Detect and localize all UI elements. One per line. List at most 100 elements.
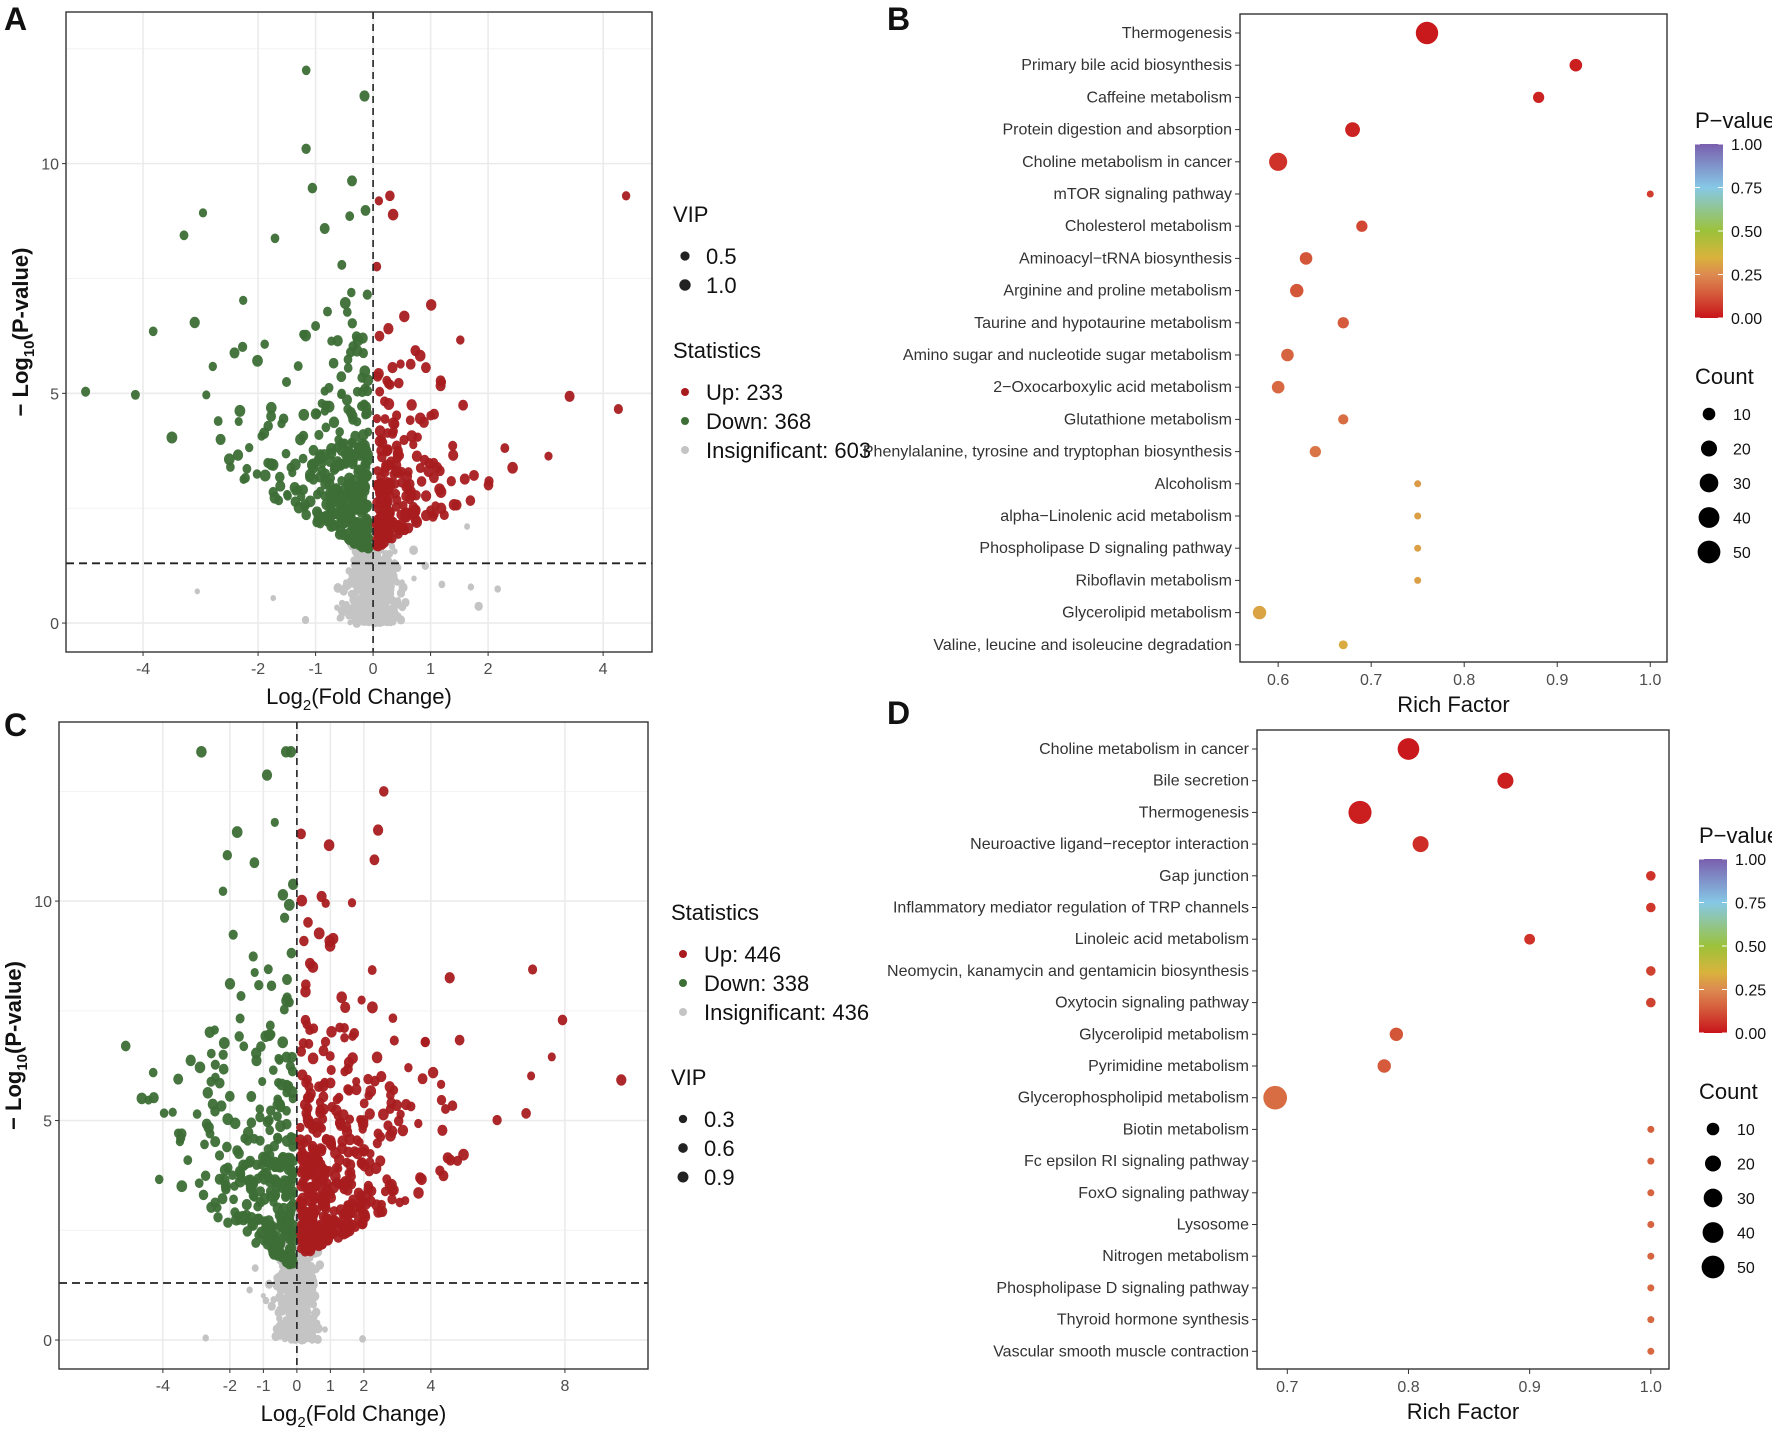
point-down [241, 1199, 252, 1211]
point-down [120, 1040, 131, 1052]
y-axis-label-subscript: 10 [21, 340, 38, 357]
legend-statistics-dot [679, 979, 687, 987]
point-down [185, 1054, 196, 1067]
point-down [256, 1041, 266, 1052]
y-tick-label: 0 [50, 616, 59, 633]
point-down [252, 354, 263, 367]
point-down [281, 1118, 292, 1130]
point-up [325, 1051, 335, 1062]
legend-statistics-dot [679, 1008, 687, 1016]
point-up [423, 465, 435, 478]
point-up [327, 932, 339, 945]
point-up [326, 1231, 335, 1241]
x-tick-label: -2 [251, 661, 265, 678]
point-down [260, 1217, 271, 1229]
point-down [279, 1004, 289, 1015]
point-up [527, 1071, 536, 1081]
pathway-label: Choline metabolism in cancer [1039, 741, 1250, 758]
point-down [264, 1231, 275, 1243]
pathway-label: Nitrogen metabolism [1102, 1248, 1249, 1265]
point-insignificant [398, 582, 408, 593]
point-up [420, 490, 432, 502]
point-down [255, 1104, 265, 1114]
point-insignificant [267, 1301, 276, 1311]
point-down [288, 468, 297, 478]
colorbar-label: 0.00 [1735, 1026, 1766, 1043]
pathway-bubble [1524, 933, 1536, 945]
point-up [296, 1122, 305, 1133]
point-down [81, 386, 91, 397]
pathway-bubble [1647, 1125, 1655, 1133]
point-down [282, 974, 292, 985]
point-down [311, 321, 321, 331]
point-down [352, 491, 361, 502]
y-tick-label: 5 [43, 1114, 52, 1131]
point-insignificant [290, 1291, 296, 1298]
point-up [616, 1074, 627, 1086]
point-down [266, 410, 277, 422]
point-down [361, 500, 372, 513]
point-down [321, 422, 331, 433]
point-up [341, 1121, 352, 1133]
panel-label-c: C [4, 707, 27, 743]
point-insignificant [438, 580, 446, 589]
point-up [386, 1097, 397, 1109]
y-axis-label: − Log10(P-value) [1, 961, 31, 1130]
point-up [375, 489, 385, 500]
point-up [367, 965, 377, 976]
point-down [337, 388, 346, 399]
pathway-label: Protein digestion and absorption [1003, 122, 1233, 139]
point-up [298, 1038, 309, 1049]
point-up [442, 1152, 453, 1164]
point-down [238, 1159, 249, 1172]
point-down [275, 480, 286, 492]
point-up [417, 1073, 428, 1085]
point-insignificant [474, 601, 483, 611]
point-up [448, 449, 459, 461]
point-insignificant [246, 1286, 253, 1294]
point-up [401, 1099, 412, 1111]
legend-count-label: 20 [1733, 442, 1751, 459]
point-insignificant [364, 596, 372, 605]
point-up [307, 1052, 319, 1065]
point-down [337, 446, 346, 457]
point-insignificant [346, 609, 352, 616]
pathway-bubble [1281, 348, 1294, 362]
point-up [385, 379, 395, 390]
point-up [415, 1172, 425, 1184]
point-up [377, 1206, 388, 1217]
point-up [381, 460, 390, 470]
pathway-label: Lysosome [1177, 1217, 1249, 1234]
pathway-label: Fc epsilon RI signaling pathway [1024, 1153, 1249, 1170]
point-up [317, 1176, 326, 1187]
point-down [319, 223, 330, 234]
pathway-label: Glycerolipid metabolism [1079, 1026, 1249, 1043]
point-up [338, 1109, 349, 1121]
legend-count-label: 30 [1737, 1191, 1755, 1208]
point-insignificant [350, 573, 359, 583]
pathway-label: Glycerolipid metabolism [1062, 605, 1232, 622]
point-down [300, 329, 311, 342]
point-up [374, 330, 385, 342]
point-down [248, 951, 258, 962]
point-down [311, 506, 323, 518]
legend-count-title: Count [1699, 1079, 1758, 1104]
point-down [253, 1201, 263, 1212]
pathway-bubble [1263, 1085, 1288, 1110]
point-down [218, 1063, 229, 1075]
legend-statistics-dot [679, 950, 687, 958]
point-insignificant [322, 1326, 328, 1333]
point-insignificant [277, 1321, 284, 1328]
point-up [326, 1026, 337, 1038]
point-up [306, 1181, 315, 1192]
pathway-bubble [1415, 21, 1439, 45]
point-insignificant [275, 1272, 284, 1282]
legend-count-label: 10 [1737, 1122, 1755, 1139]
x-axis-label: Log2(Fold Change) [266, 684, 452, 714]
point-down [263, 457, 273, 468]
point-up [427, 1066, 439, 1079]
point-up [296, 828, 306, 840]
legend-count-dot [1706, 1122, 1720, 1136]
point-up [415, 462, 425, 474]
